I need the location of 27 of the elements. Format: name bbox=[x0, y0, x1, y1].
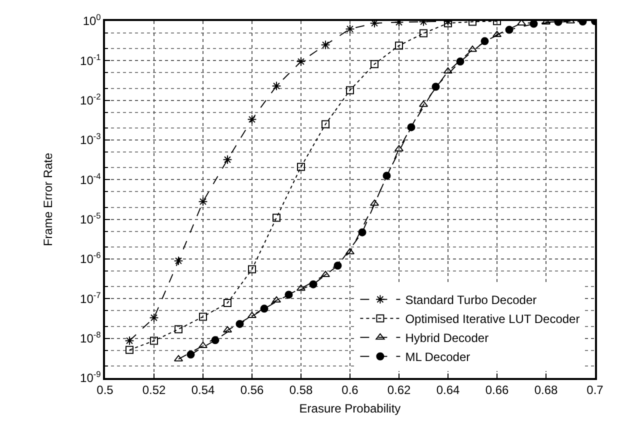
x-tick-label: 0.5 bbox=[96, 383, 114, 398]
x-tick-label: 0.54 bbox=[191, 383, 215, 398]
x-axis-title: Erasure Probability bbox=[299, 402, 401, 416]
y-axis-title: Frame Error Rate bbox=[40, 152, 55, 246]
y-tick-label: 10$^{-4}$ bbox=[80, 170, 102, 187]
x-tick-label: 0.7 bbox=[586, 383, 604, 398]
y-tick-label: 10$^{-5}$ bbox=[80, 210, 102, 227]
legend-label: Standard Turbo Decoder bbox=[405, 293, 537, 308]
x-tick-label: 0.66 bbox=[485, 383, 509, 398]
x-tick-label: 0.52 bbox=[142, 383, 166, 398]
x-tick-label: 0.62 bbox=[387, 383, 411, 398]
y-tick-label: 10$^{-3}$ bbox=[80, 131, 102, 148]
y-tick-label: 10$^{-9}$ bbox=[80, 369, 102, 386]
y-tick-label: 10$^{0}$ bbox=[82, 12, 102, 28]
y-tick-label: 10$^{-8}$ bbox=[80, 329, 102, 346]
x-tick-label: 0.58 bbox=[289, 383, 313, 398]
legend-label: Optimised Iterative LUT Decoder bbox=[405, 312, 580, 326]
legend-label: ML Decoder bbox=[405, 350, 470, 364]
legend-label: Hybrid Decoder bbox=[405, 331, 489, 346]
x-tick-label: 0.64 bbox=[436, 383, 460, 398]
x-tick-label: 0.56 bbox=[240, 383, 264, 398]
y-tick-label: 10$^{-1}$ bbox=[80, 52, 102, 68]
y-tick-label: 10$^{-7}$ bbox=[80, 290, 102, 306]
y-tick-label: 10$^{-6}$ bbox=[80, 250, 102, 266]
y-tick-label: 10$^{-2}$ bbox=[80, 91, 102, 108]
x-tick-label: 0.68 bbox=[534, 383, 558, 398]
x-tick-label: 0.6 bbox=[342, 383, 359, 398]
